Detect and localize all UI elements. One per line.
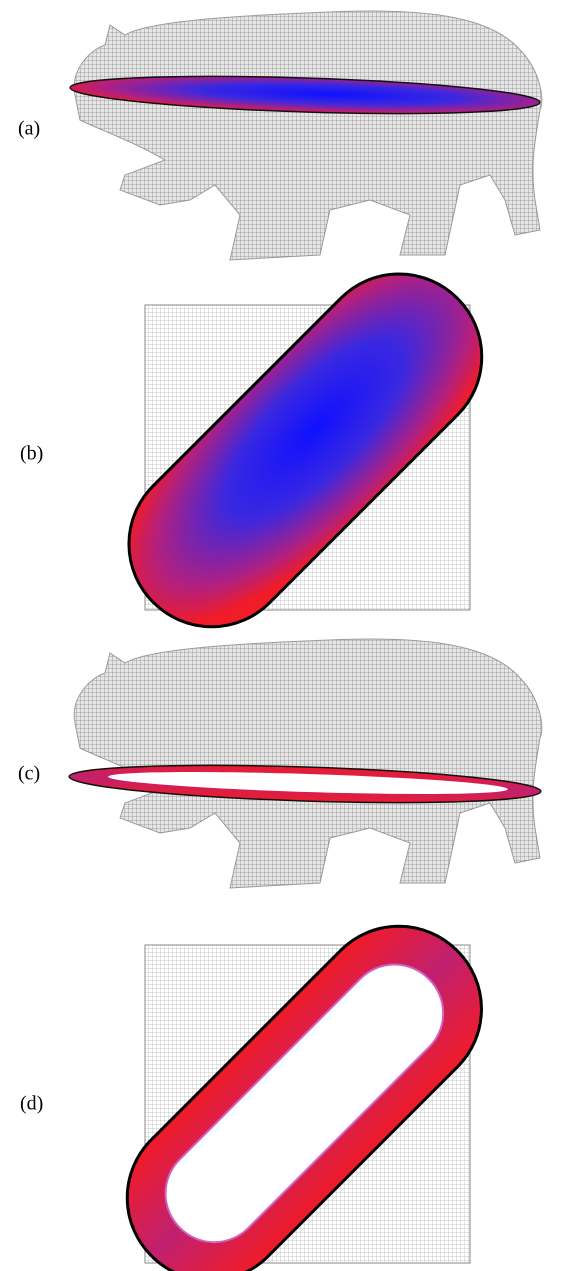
hippo-mesh	[74, 11, 542, 260]
hippo-mesh	[74, 639, 542, 888]
page: (a) (b) (c) (d) (() => { const data = JS…	[0, 0, 574, 1271]
figure: (a) (b) (c) (d)	[0, 0, 574, 1271]
panel-label: (d)	[20, 1093, 43, 1115]
panel-label: (b)	[20, 443, 43, 465]
panel-label: (c)	[18, 763, 40, 785]
panel-label: (a)	[18, 118, 40, 140]
